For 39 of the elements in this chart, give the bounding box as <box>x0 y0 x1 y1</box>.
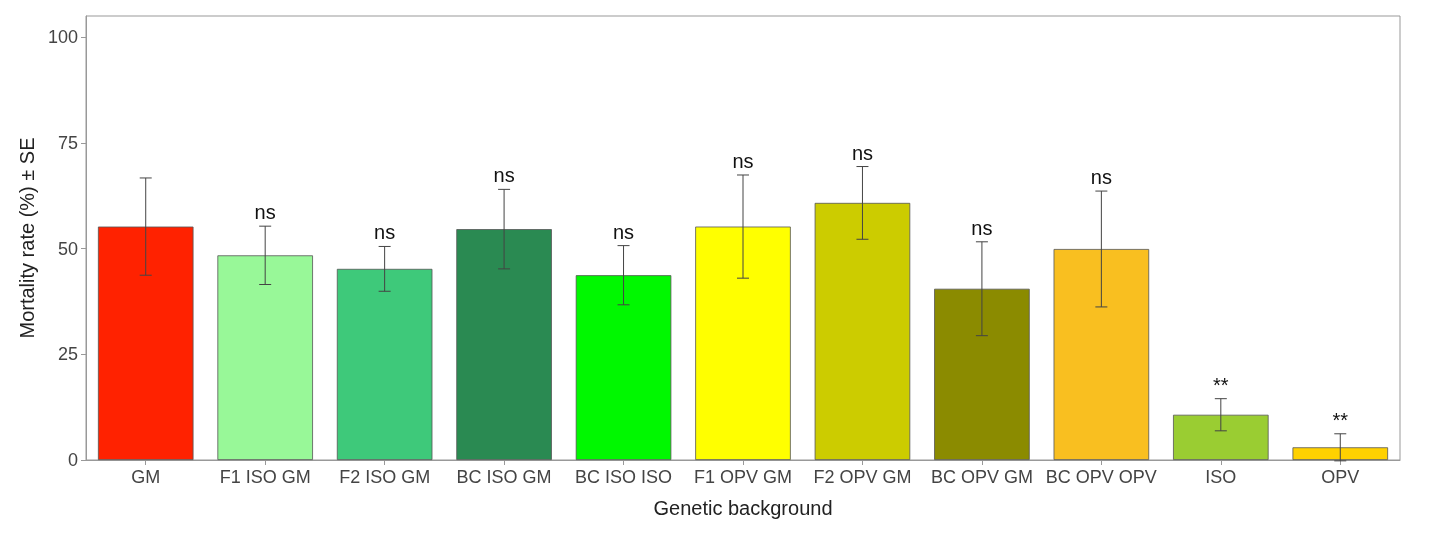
annotation: ns <box>612 220 635 243</box>
bar <box>97 226 194 460</box>
y-tick-label: 0 <box>67 450 78 470</box>
bar <box>1053 248 1150 460</box>
x-tick-label: BC ISO GM <box>456 467 552 487</box>
y-tick-label: 75 <box>57 132 78 153</box>
x-tick-label: ISO <box>1205 467 1237 487</box>
annotation: ns <box>374 221 396 244</box>
y-tick-label: 50 <box>57 238 78 259</box>
x-tick-label: F1 OPV GM <box>693 467 793 487</box>
x-tick-label: BC OPV GM <box>930 467 1033 487</box>
bar <box>814 202 911 460</box>
bar <box>934 288 1030 460</box>
x-tick-label: F2 ISO GM <box>339 467 431 487</box>
annotation: ** <box>1213 373 1229 396</box>
bar <box>217 255 313 460</box>
x-tick-label: BC ISO ISO <box>575 467 673 487</box>
y-tick-label: 100 <box>47 27 78 48</box>
annotation: ns <box>851 141 874 164</box>
bar <box>456 229 552 460</box>
bar <box>1173 414 1269 460</box>
x-tick-label: GM <box>131 467 161 487</box>
bar <box>336 268 433 460</box>
annotation: ns <box>493 164 515 187</box>
x-tick-label: BC OPV OPV <box>1045 467 1157 487</box>
x-tick-label: OPV <box>1321 467 1360 487</box>
bar <box>1292 447 1389 460</box>
bar <box>575 275 672 460</box>
x-tick-label: F1 ISO GM <box>219 467 311 487</box>
x-tick-label: F2 OPV GM <box>813 467 912 487</box>
annotation: ** <box>1332 408 1349 431</box>
annotation: ns <box>971 216 993 239</box>
annotation: ns <box>1090 166 1112 189</box>
y-axis-title: Mortality rate (%) ± SE <box>16 137 39 339</box>
x-axis-title: Genetic background <box>653 497 833 519</box>
bar <box>695 226 791 460</box>
annotation: ns <box>254 201 276 224</box>
annotation: ns <box>732 149 754 172</box>
y-tick-label: 25 <box>57 344 78 365</box>
